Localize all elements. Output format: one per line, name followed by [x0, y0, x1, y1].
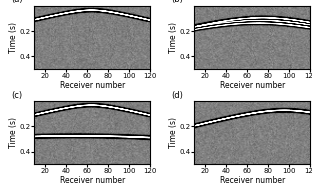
Y-axis label: Time (s): Time (s)	[169, 22, 178, 53]
Text: (b): (b)	[171, 0, 183, 4]
Text: (d): (d)	[171, 91, 183, 100]
X-axis label: Receiver number: Receiver number	[60, 176, 125, 185]
X-axis label: Receiver number: Receiver number	[60, 81, 125, 90]
Y-axis label: Time (s): Time (s)	[169, 117, 178, 148]
Y-axis label: Time (s): Time (s)	[9, 22, 18, 53]
X-axis label: Receiver number: Receiver number	[220, 81, 285, 90]
X-axis label: Receiver number: Receiver number	[220, 176, 285, 185]
Y-axis label: Time (s): Time (s)	[9, 117, 18, 148]
Text: (c): (c)	[11, 91, 22, 100]
Text: (a): (a)	[11, 0, 23, 4]
